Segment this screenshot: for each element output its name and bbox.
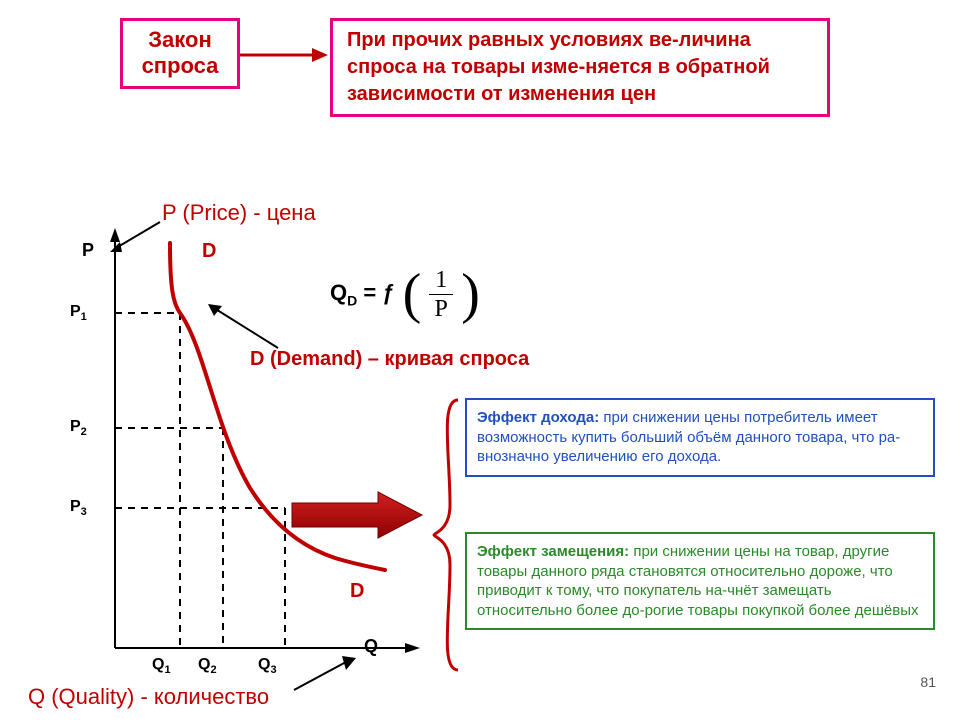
demand-formula: QD = ƒ ( 1 P ) xyxy=(330,268,480,321)
big-red-arrow xyxy=(288,488,428,542)
axis-q-label: Q xyxy=(364,636,378,657)
quality-pointer xyxy=(290,656,360,696)
brace-icon xyxy=(428,395,468,675)
page-number: 81 xyxy=(920,674,936,690)
axis-p-label: P xyxy=(82,240,94,261)
substitution-effect-box: Эффект замещения: при снижении цены на т… xyxy=(465,532,935,630)
p2-tick: P2 xyxy=(70,418,87,438)
p1-tick: P1 xyxy=(70,303,87,323)
demand-curve-label: D (Demand) – кривая спроса xyxy=(250,348,529,371)
q1-tick: Q1 xyxy=(152,656,171,676)
demand-label-pointer xyxy=(200,298,290,358)
quality-label: Q (Quality) - количество xyxy=(28,684,269,710)
d-label-bottom: D xyxy=(350,580,364,603)
d-label-top: D xyxy=(202,240,216,263)
law-definition-box: При прочих равных условиях ве-личина спр… xyxy=(330,18,830,117)
q2-tick: Q2 xyxy=(198,656,217,676)
price-label: P (Price) - цена xyxy=(162,200,316,226)
income-effect-box: Эффект дохода: при снижении цены потреби… xyxy=(465,398,935,477)
q3-tick: Q3 xyxy=(258,656,277,676)
title-arrow xyxy=(240,40,330,70)
p3-tick: P3 xyxy=(70,498,87,518)
law-title-box: Закон спроса xyxy=(120,18,240,89)
